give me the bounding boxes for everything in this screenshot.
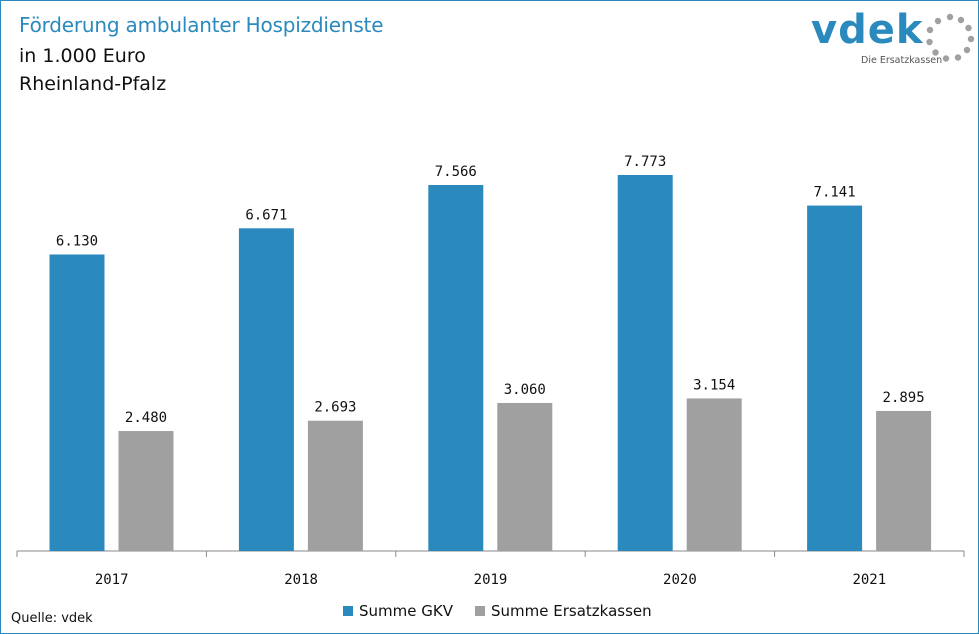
vdek-logo: vdek Die Ersatzkassen	[811, 7, 975, 69]
bar-gkv-2020	[617, 175, 673, 551]
bar-ersatz-2020	[686, 398, 742, 551]
data-label-ersatz-2019: 3.060	[504, 382, 546, 398]
logo-ring-icon	[926, 13, 975, 62]
legend-item-gkv: Summe GKV	[343, 602, 453, 620]
bar-ersatz-2017	[118, 431, 174, 551]
bar-ersatz-2021	[876, 410, 932, 551]
chart-title: Förderung ambulanter Hospizdienste	[19, 13, 384, 37]
legend-label-gkv: Summe GKV	[359, 602, 453, 620]
x-tick-label-2021: 2021	[852, 572, 886, 588]
legend-item-ersatz: Summe Ersatzkassen	[475, 602, 652, 620]
x-tick-label-2020: 2020	[663, 572, 697, 588]
logo-wordmark: vdek	[811, 7, 924, 53]
legend-label-ersatz: Summe Ersatzkassen	[491, 602, 652, 620]
data-label-gkv-2019: 7.566	[435, 164, 477, 180]
bar-gkv-2019	[428, 185, 484, 551]
x-tick-label-2019: 2019	[474, 572, 508, 588]
chart-subtitle-region: Rheinland-Pfalz	[19, 73, 167, 95]
data-label-ersatz-2021: 2.895	[883, 390, 925, 406]
chart-subtitle-unit: in 1.000 Euro	[19, 45, 146, 67]
bar-ersatz-2019	[497, 402, 553, 551]
source-note: Quelle: vdek	[11, 611, 93, 626]
bar-ersatz-2018	[307, 420, 363, 551]
bar-gkv-2017	[49, 254, 105, 551]
data-label-ersatz-2017: 2.480	[125, 410, 167, 426]
data-label-gkv-2020: 7.773	[624, 154, 666, 170]
data-label-gkv-2018: 6.671	[245, 207, 287, 223]
data-label-gkv-2017: 6.130	[56, 233, 98, 249]
bar-gkv-2018	[238, 228, 294, 551]
legend-swatch-gkv	[343, 606, 353, 616]
data-label-ersatz-2018: 2.693	[314, 400, 356, 416]
legend-swatch-ersatz	[475, 606, 485, 616]
bar-gkv-2021	[807, 205, 863, 551]
logo-tagline: Die Ersatzkassen	[861, 55, 943, 66]
data-label-gkv-2021: 7.141	[814, 185, 856, 201]
x-tick-label-2017: 2017	[95, 572, 129, 588]
x-tick-label-2018: 2018	[284, 572, 318, 588]
data-label-ersatz-2020: 3.154	[693, 377, 735, 393]
